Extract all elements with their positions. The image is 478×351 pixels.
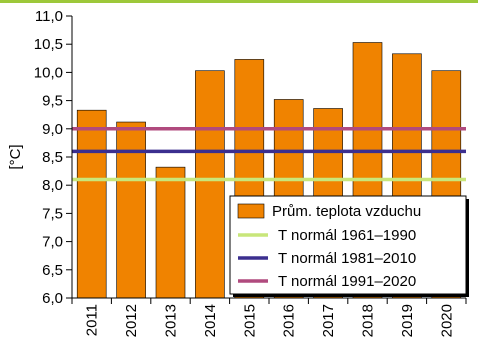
- legend: Prům. teplota vzduchu T normál 1961–1990 T…: [229, 195, 469, 297]
- bar-2014: [195, 70, 225, 299]
- x-tick-label: 2013: [163, 304, 180, 337]
- legend-label-line-1: T normál 1961–1990: [278, 227, 416, 244]
- y-axis-title: [°C]: [7, 144, 24, 169]
- x-tick-label: 2012: [123, 304, 140, 337]
- x-tick-label: 2018: [360, 304, 377, 337]
- legend-label-line-3: T normál 1991–2020: [278, 273, 416, 290]
- normal-lines-group: [72, 127, 466, 182]
- x-tick-label: 2017: [320, 304, 337, 337]
- x-tick-label: 2020: [438, 304, 455, 337]
- legend-box: [229, 195, 467, 295]
- y-tick-label: 7,0: [42, 234, 63, 251]
- y-tick-label: 7,5: [42, 205, 63, 222]
- y-tick-label: 6,0: [42, 290, 63, 307]
- bar-2013: [155, 166, 186, 299]
- x-tick-label: 2015: [241, 304, 258, 337]
- bar-2011: [76, 109, 107, 299]
- y-tick-label: 9,5: [42, 93, 63, 110]
- x-tick-label: 2019: [399, 304, 416, 337]
- bar-2012: [116, 121, 146, 299]
- x-tick-label: 2016: [281, 304, 298, 337]
- x-tick-label: 2014: [202, 304, 219, 337]
- legend-swatch-bar: [237, 203, 265, 219]
- y-axis-ticks: 6,0 6,5 7,0 7,5 8,0 8,5 9,0 9,5 10,0 10,5 11,0: [34, 8, 72, 307]
- x-axis-ticks: 2011 2012 2013 2014 2015 2016 2017 2018 2019 2020: [71, 298, 467, 337]
- y-tick-label: 8,0: [42, 177, 63, 194]
- legend-label-line-2: T normál 1981–2010: [278, 250, 416, 267]
- y-tick-label: 11,0: [35, 8, 63, 25]
- y-tick-label: 6,5: [42, 262, 63, 279]
- legend-label-bar: Prům. teplota vzduchu: [272, 203, 421, 220]
- y-tick-label: 10,5: [34, 36, 63, 53]
- y-tick-label: 10,0: [34, 64, 63, 81]
- y-tick-label: 8,5: [42, 149, 63, 166]
- y-tick-label: 9,0: [42, 121, 63, 138]
- x-tick-label: 2011: [84, 304, 101, 336]
- axes-group: [66, 16, 466, 299]
